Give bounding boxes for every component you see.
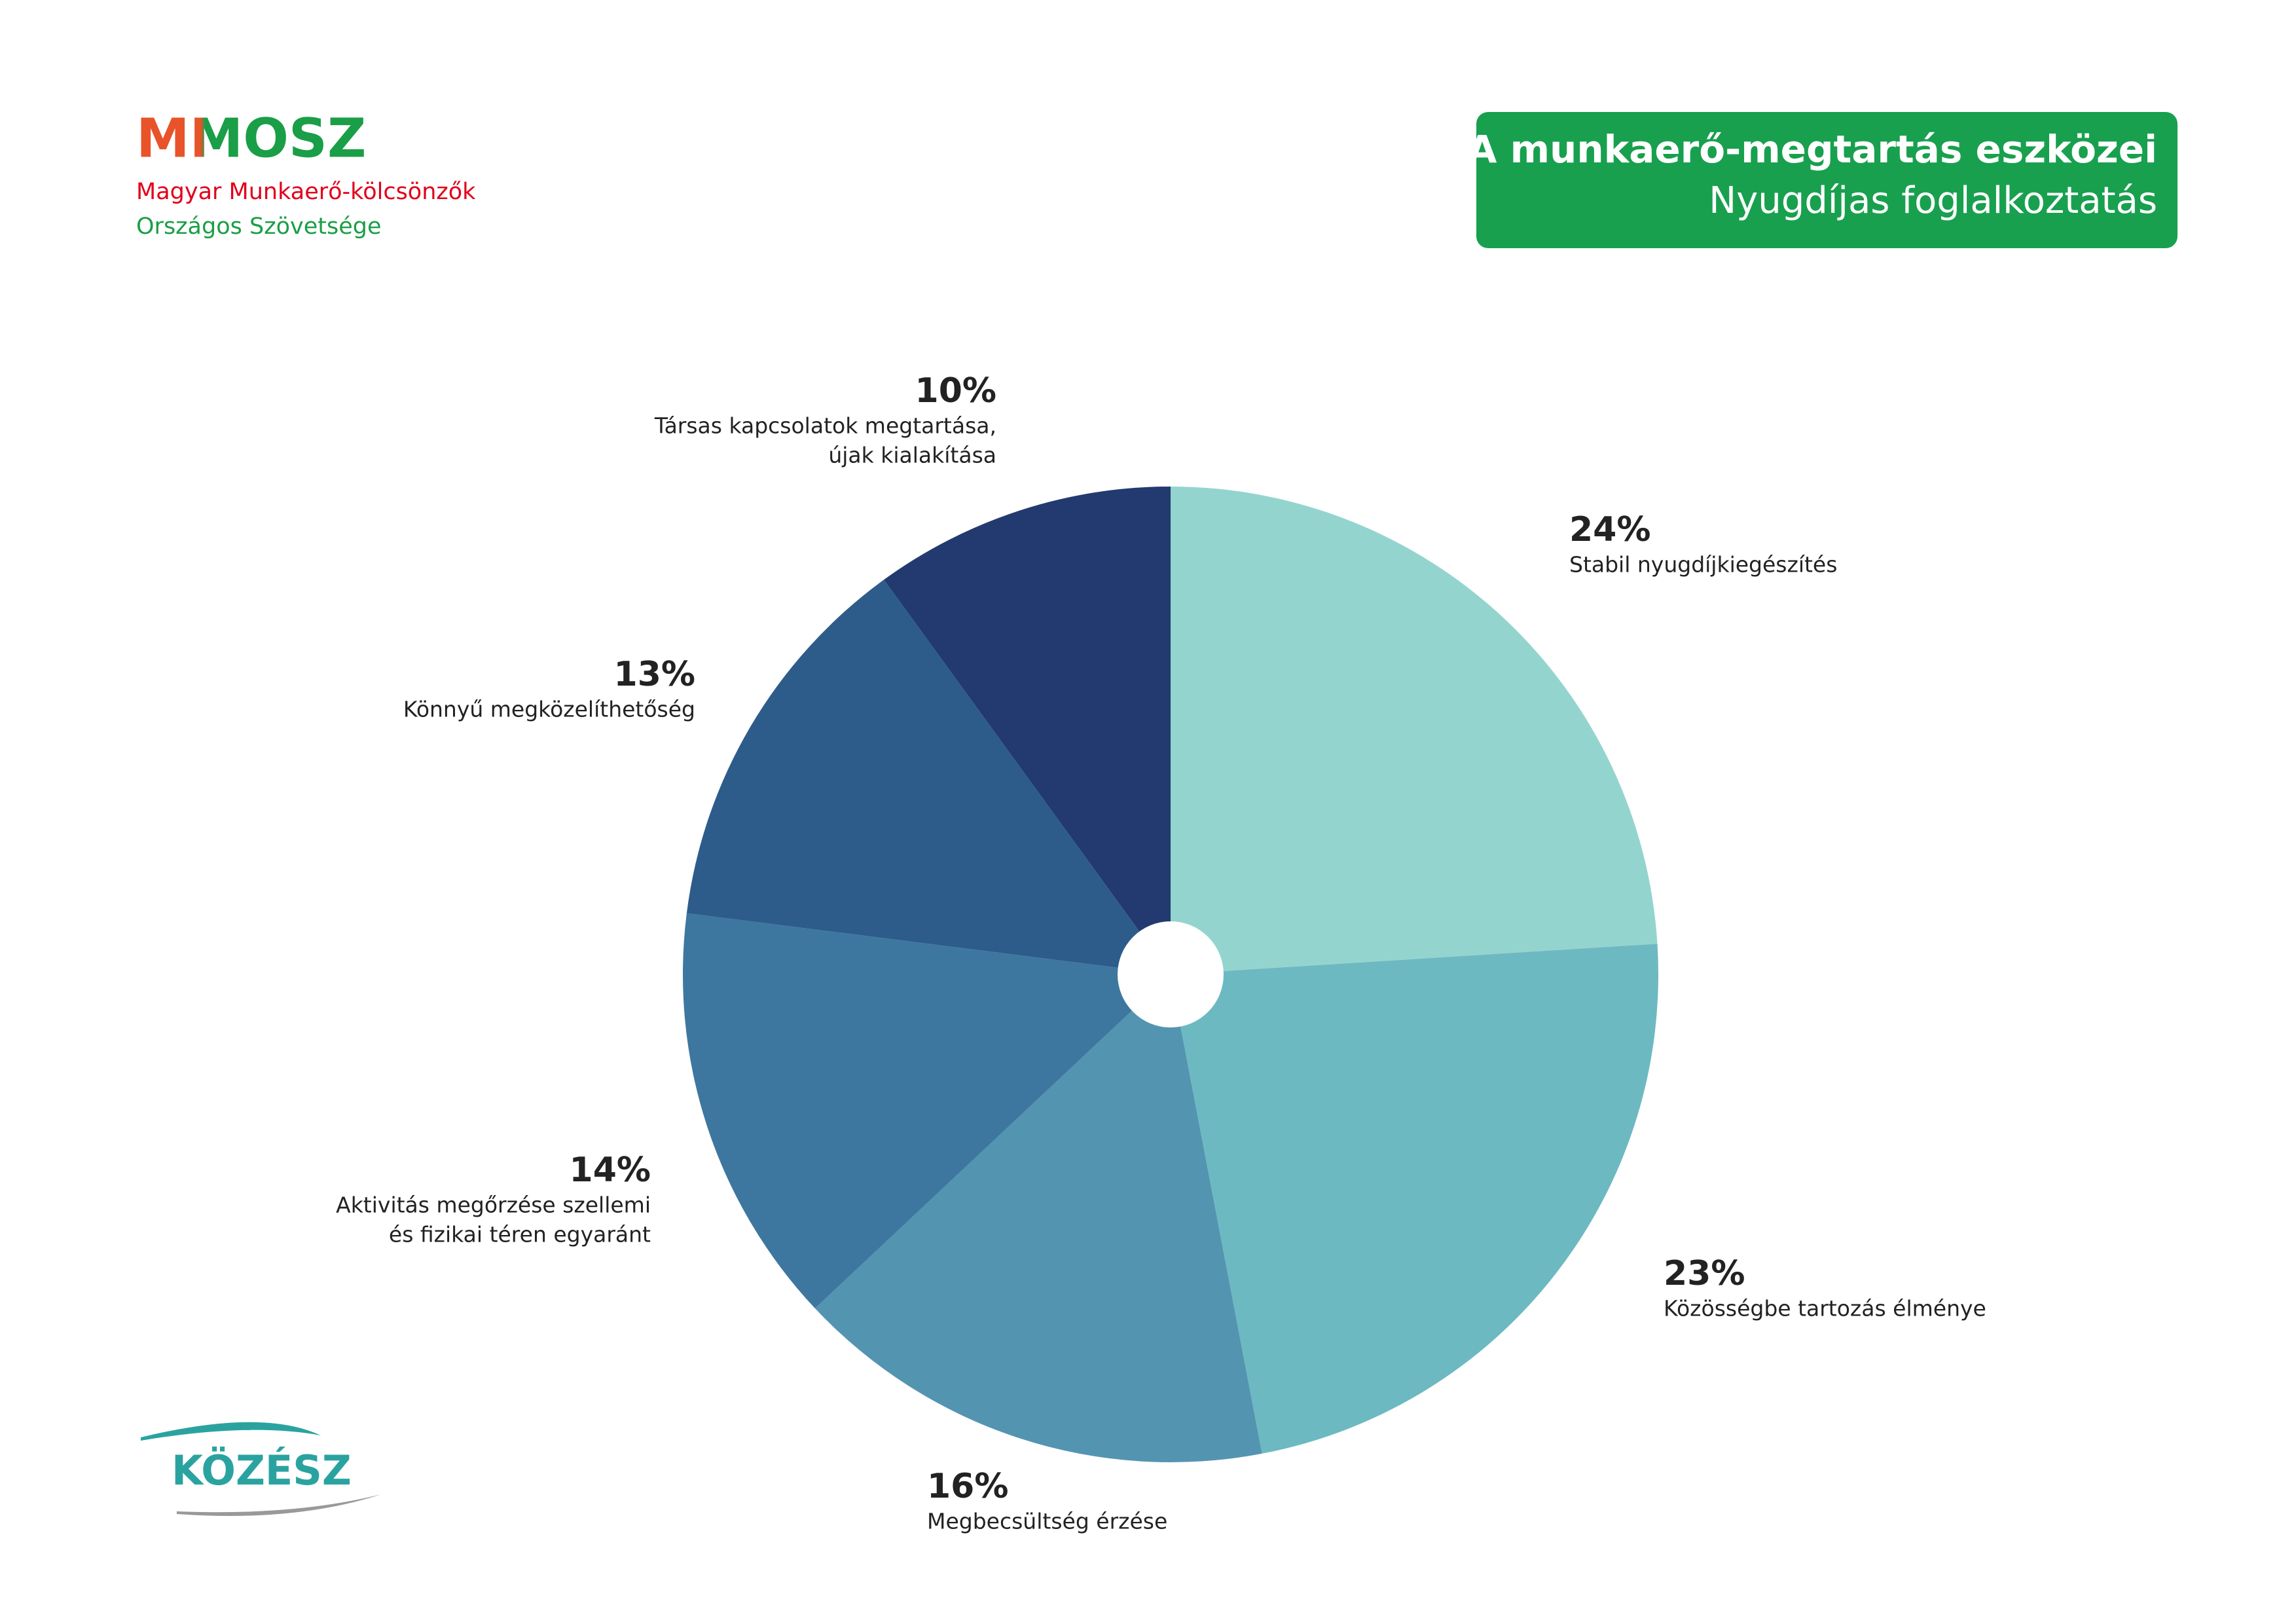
pie: [683, 487, 1658, 1463]
pie-slice: [1171, 944, 1658, 1454]
slice-label: újak kialakítása: [828, 443, 996, 468]
value-label: 23%: [1664, 1254, 1745, 1293]
value-label: 10%: [915, 371, 996, 411]
pie-slice: [814, 974, 1262, 1463]
mmosz-logo: MMOSZ: [136, 107, 366, 170]
pie-slice: [884, 487, 1171, 974]
slice-label: Könnyű megközelíthetőség: [403, 697, 695, 722]
subtitle: Nyugdíjas foglalkoztatás: [1709, 179, 2157, 222]
org-name: Országos Szövetsége: [136, 213, 381, 240]
slice-label: Stabil nyugdíjkiegészítés: [1569, 552, 1837, 578]
slice-label: és fizikai téren egyaránt: [389, 1222, 651, 1247]
value-label: 16%: [927, 1467, 1008, 1506]
slice-label: Társas kapcsolatok megtartása,: [654, 413, 996, 439]
org-name: Magyar Munkaerő-kölcsönzők: [136, 179, 476, 205]
value-label: 24%: [1569, 510, 1650, 549]
donut-hole: [1118, 921, 1224, 1027]
slice-label: Megbecsültség érzése: [927, 1509, 1167, 1534]
logo-swoosh: [141, 1422, 321, 1441]
pie-slice: [683, 913, 1171, 1308]
value-label: 14%: [570, 1151, 651, 1190]
title-box: [1476, 112, 2178, 248]
slice-label: Aktivitás megőrzése szellemi: [336, 1192, 651, 1218]
slice-label: Közösségbe tartozás élménye: [1664, 1296, 1986, 1321]
pie-slice: [1171, 487, 1658, 974]
pie-slice: [686, 580, 1171, 974]
title: A munkaerő-megtartás eszközei: [1468, 127, 2157, 172]
value-label: 13%: [614, 655, 695, 694]
kozesz-logo: KÖZÉSZ: [172, 1447, 352, 1494]
logo-swoosh: [177, 1494, 381, 1517]
